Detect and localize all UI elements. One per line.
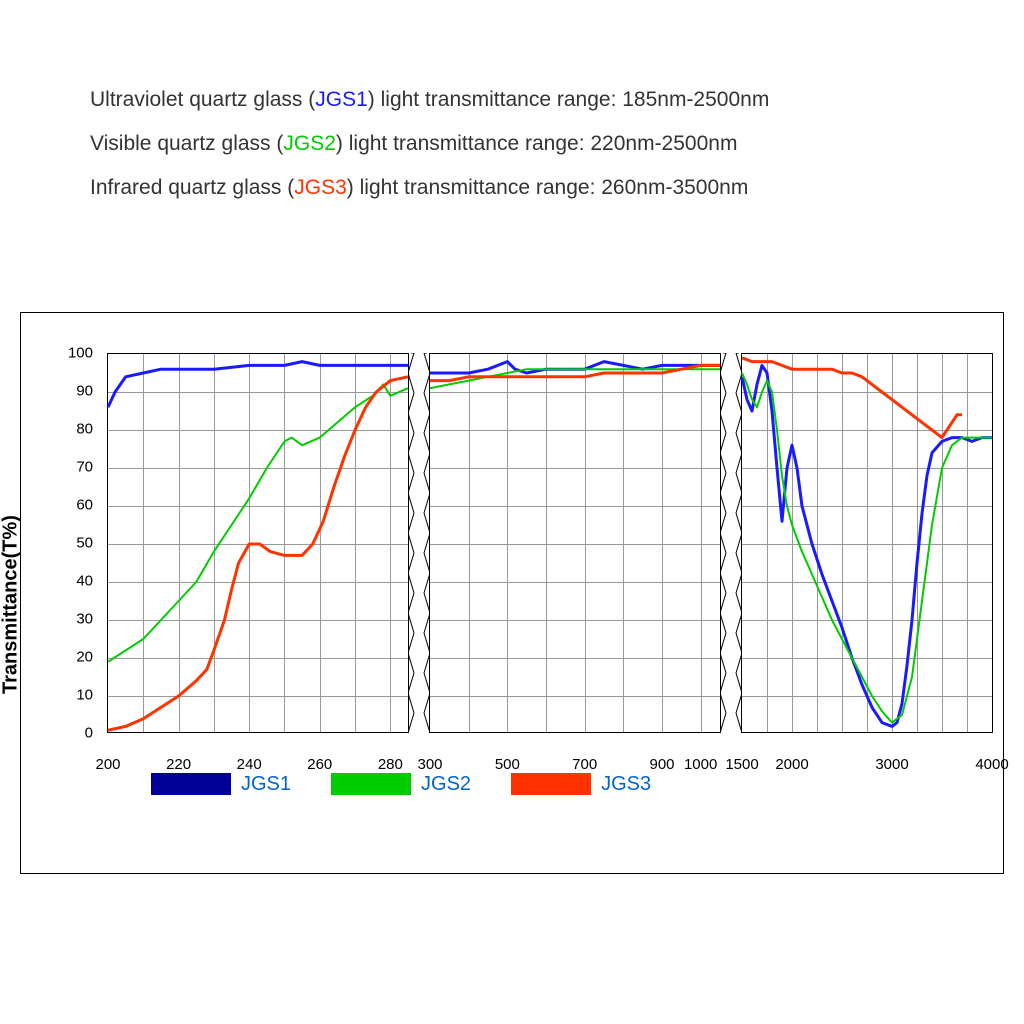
x-tick: 260 bbox=[307, 756, 332, 773]
chart-legend: JGS1 JGS2 JGS3 bbox=[151, 773, 993, 796]
series-JGS2 bbox=[742, 373, 992, 723]
description-line: Ultraviolet quartz glass (JGS1) light tr… bbox=[90, 80, 974, 120]
y-tick: 80 bbox=[76, 420, 93, 437]
description-line: Infrared quartz glass (JGS3) light trans… bbox=[90, 168, 974, 208]
series-JGS3 bbox=[108, 376, 408, 729]
x-tick: 700 bbox=[572, 756, 597, 773]
y-tick: 30 bbox=[76, 610, 93, 627]
legend-item: JGS1 bbox=[151, 773, 291, 796]
chart-panel: 3005007009001000 bbox=[429, 353, 721, 733]
y-tick: 70 bbox=[76, 458, 93, 475]
y-tick: 10 bbox=[76, 686, 93, 703]
y-axis-ticks: 0102030405060708090100 bbox=[61, 353, 97, 733]
legend-swatch bbox=[331, 773, 411, 795]
series-JGS1 bbox=[108, 361, 408, 407]
x-tick: 220 bbox=[166, 756, 191, 773]
legend-label: JGS1 bbox=[241, 773, 291, 796]
description-line: Visible quartz glass (JGS2) light transm… bbox=[90, 124, 974, 164]
transmittance-chart: Transmittance(T%) 0102030405060708090100… bbox=[20, 312, 1004, 874]
chart-panel: 200220240260280 bbox=[107, 353, 409, 733]
series-JGS3 bbox=[742, 357, 962, 437]
series-JGS2 bbox=[108, 384, 408, 661]
x-tick: 900 bbox=[649, 756, 674, 773]
legend-swatch bbox=[511, 773, 591, 795]
legend-swatch bbox=[151, 773, 231, 795]
legend-item: JGS2 bbox=[331, 773, 471, 796]
x-tick: 3000 bbox=[875, 756, 908, 773]
legend-label: JGS2 bbox=[421, 773, 471, 796]
x-tick: 240 bbox=[237, 756, 262, 773]
x-tick: 280 bbox=[378, 756, 403, 773]
x-tick: 4000 bbox=[975, 756, 1008, 773]
x-tick: 2000 bbox=[775, 756, 808, 773]
y-axis-label: Transmittance(T%) bbox=[0, 515, 23, 694]
y-tick: 100 bbox=[68, 344, 93, 361]
x-tick: 300 bbox=[417, 756, 442, 773]
plot-svg bbox=[108, 354, 408, 732]
description-block: Ultraviolet quartz glass (JGS1) light tr… bbox=[0, 0, 1024, 252]
plot-svg bbox=[430, 354, 720, 732]
chart-panels: 2002202402602803005007009001000150020003… bbox=[107, 353, 983, 733]
y-tick: 40 bbox=[76, 572, 93, 589]
plot-svg bbox=[742, 354, 992, 732]
y-tick: 50 bbox=[76, 534, 93, 551]
y-tick: 90 bbox=[76, 382, 93, 399]
x-tick: 200 bbox=[95, 756, 120, 773]
axis-break bbox=[409, 353, 429, 733]
legend-label: JGS3 bbox=[601, 773, 651, 796]
legend-item: JGS3 bbox=[511, 773, 651, 796]
x-tick: 1000 bbox=[684, 756, 717, 773]
y-tick: 20 bbox=[76, 648, 93, 665]
x-tick: 1500 bbox=[725, 756, 758, 773]
y-tick: 0 bbox=[85, 724, 93, 741]
x-tick: 500 bbox=[495, 756, 520, 773]
y-tick: 60 bbox=[76, 496, 93, 513]
axis-break bbox=[721, 353, 741, 733]
chart-panel: 1500200030004000 bbox=[741, 353, 993, 733]
